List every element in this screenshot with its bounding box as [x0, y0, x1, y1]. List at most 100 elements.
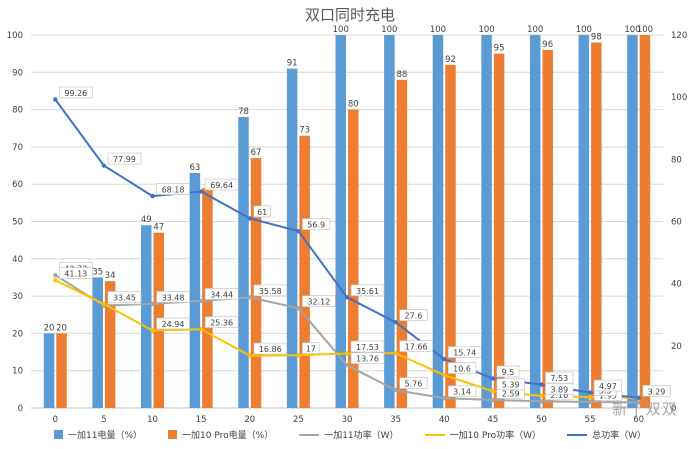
line-label-box: [59, 86, 93, 99]
line-point: [150, 193, 155, 199]
bar-data-label: 100: [576, 25, 592, 35]
y-left-tick-label: 90: [12, 68, 23, 78]
bar: [384, 35, 395, 408]
bar: [493, 53, 505, 409]
line-label-box: [253, 284, 288, 297]
chart-title: 双口同时充电: [304, 6, 395, 24]
bar-data-label: 100: [637, 25, 653, 35]
y-left-tick-label: 30: [12, 292, 23, 302]
line-point: [490, 376, 496, 381]
line-label-box: [302, 342, 320, 354]
bar: [189, 173, 201, 408]
line-point: [587, 399, 593, 405]
bar-data-label: 47: [153, 223, 164, 233]
bar-data-label: 49: [141, 215, 152, 225]
line-label-box: [642, 384, 671, 397]
legend-swatch: [168, 430, 178, 439]
line-label-box: [545, 383, 574, 395]
line-point: [247, 353, 252, 358]
bar: [335, 35, 346, 408]
bar-data-label: 100: [624, 25, 640, 35]
line-label-box: [107, 152, 142, 165]
line-data-label: 33.45: [113, 294, 136, 303]
line-data-label: 4.97: [599, 382, 617, 391]
line-label-box: [253, 205, 271, 218]
line-point: [490, 389, 496, 394]
bar-data-label: 100: [478, 25, 494, 35]
bar: [141, 225, 152, 408]
line-label-box: [350, 284, 385, 297]
y-right-tick-label: 100: [671, 93, 687, 103]
line-data-label: 35.58: [259, 287, 282, 296]
line-label-box: [204, 178, 239, 191]
line-point: [344, 363, 350, 368]
line-point: [636, 395, 641, 400]
line-point: [198, 326, 204, 332]
line-point: [587, 394, 593, 400]
bar-data-label: 100: [333, 25, 349, 35]
line-point: [198, 189, 204, 194]
line-data-label: 33.48: [162, 293, 185, 302]
legend-label: 一加10 Pro功率（W）: [449, 431, 542, 441]
legend-label: 一加10 Pro电量（%）: [182, 431, 274, 441]
line-data-label: 13.76: [356, 355, 379, 364]
bar: [250, 158, 262, 408]
line-point: [247, 216, 252, 221]
line-label-box: [350, 352, 385, 365]
bar: [92, 277, 103, 408]
line-data-label: 41.13: [64, 270, 87, 279]
line-label-box: [253, 342, 288, 355]
line-point: [393, 350, 398, 356]
legend-label: 一加11电量（%）: [68, 431, 143, 441]
legend-label: 总功率（W）: [592, 431, 646, 441]
line-data-label: 3.29: [648, 387, 666, 396]
line-label-box: [204, 288, 239, 300]
line-point: [296, 352, 301, 358]
bar: [348, 109, 359, 408]
line-point: [587, 390, 593, 395]
line-data-label: 25.36: [210, 319, 233, 328]
bar-data-label: 91: [287, 59, 298, 69]
line-point: [150, 328, 155, 333]
line-data-label: 61: [257, 208, 267, 217]
y-left-tick-label: 80: [12, 106, 23, 116]
bar-data-label: 100: [381, 25, 397, 35]
x-tick-label: 40: [439, 415, 450, 425]
bar-data-label: 73: [299, 126, 310, 136]
bar-data-label: 34: [105, 271, 116, 281]
line-data-label: 10.6: [453, 365, 471, 374]
x-tick-label: 15: [196, 415, 207, 425]
bar-data-label: 20: [44, 323, 55, 333]
line-point: [101, 163, 107, 168]
legend-item: 总功率（W）: [567, 428, 646, 441]
legend-item: 一加11电量（%）: [54, 428, 142, 441]
line-data-label: 56.9: [307, 221, 325, 230]
line-data-label: 35.61: [356, 287, 379, 296]
line-point: [539, 393, 544, 399]
line-label-box: [447, 346, 482, 358]
line-data-label: 2.59: [502, 389, 520, 398]
line-point: [344, 351, 350, 356]
bar-data-label: 35: [92, 267, 103, 277]
x-tick-label: 10: [147, 415, 158, 425]
line-label-box: [496, 365, 520, 378]
legend-item: 一加10 Pro电量（%）: [168, 428, 273, 441]
line-data-label: 69.64: [210, 181, 233, 190]
y-right-tick-label: 120: [671, 31, 687, 41]
y-left-tick-label: 70: [12, 143, 23, 153]
bar: [578, 35, 590, 408]
x-tick-label: 50: [536, 415, 547, 425]
y-left-tick-label: 40: [12, 255, 23, 265]
line-label-box: [447, 362, 477, 374]
x-tick-label: 5: [101, 415, 106, 425]
legend-item: 一加10 Pro功率（W）: [424, 428, 542, 441]
y-right-tick-label: 40: [671, 280, 682, 290]
x-tick-label: 35: [390, 415, 401, 425]
y-right-tick-label: 80: [671, 155, 682, 165]
legend-item: 一加11功率（W）: [299, 428, 399, 441]
line-point: [296, 228, 301, 234]
bar: [286, 68, 298, 408]
line-data-label: 7.53: [550, 374, 568, 383]
line-data-label: 68.18: [162, 186, 185, 195]
